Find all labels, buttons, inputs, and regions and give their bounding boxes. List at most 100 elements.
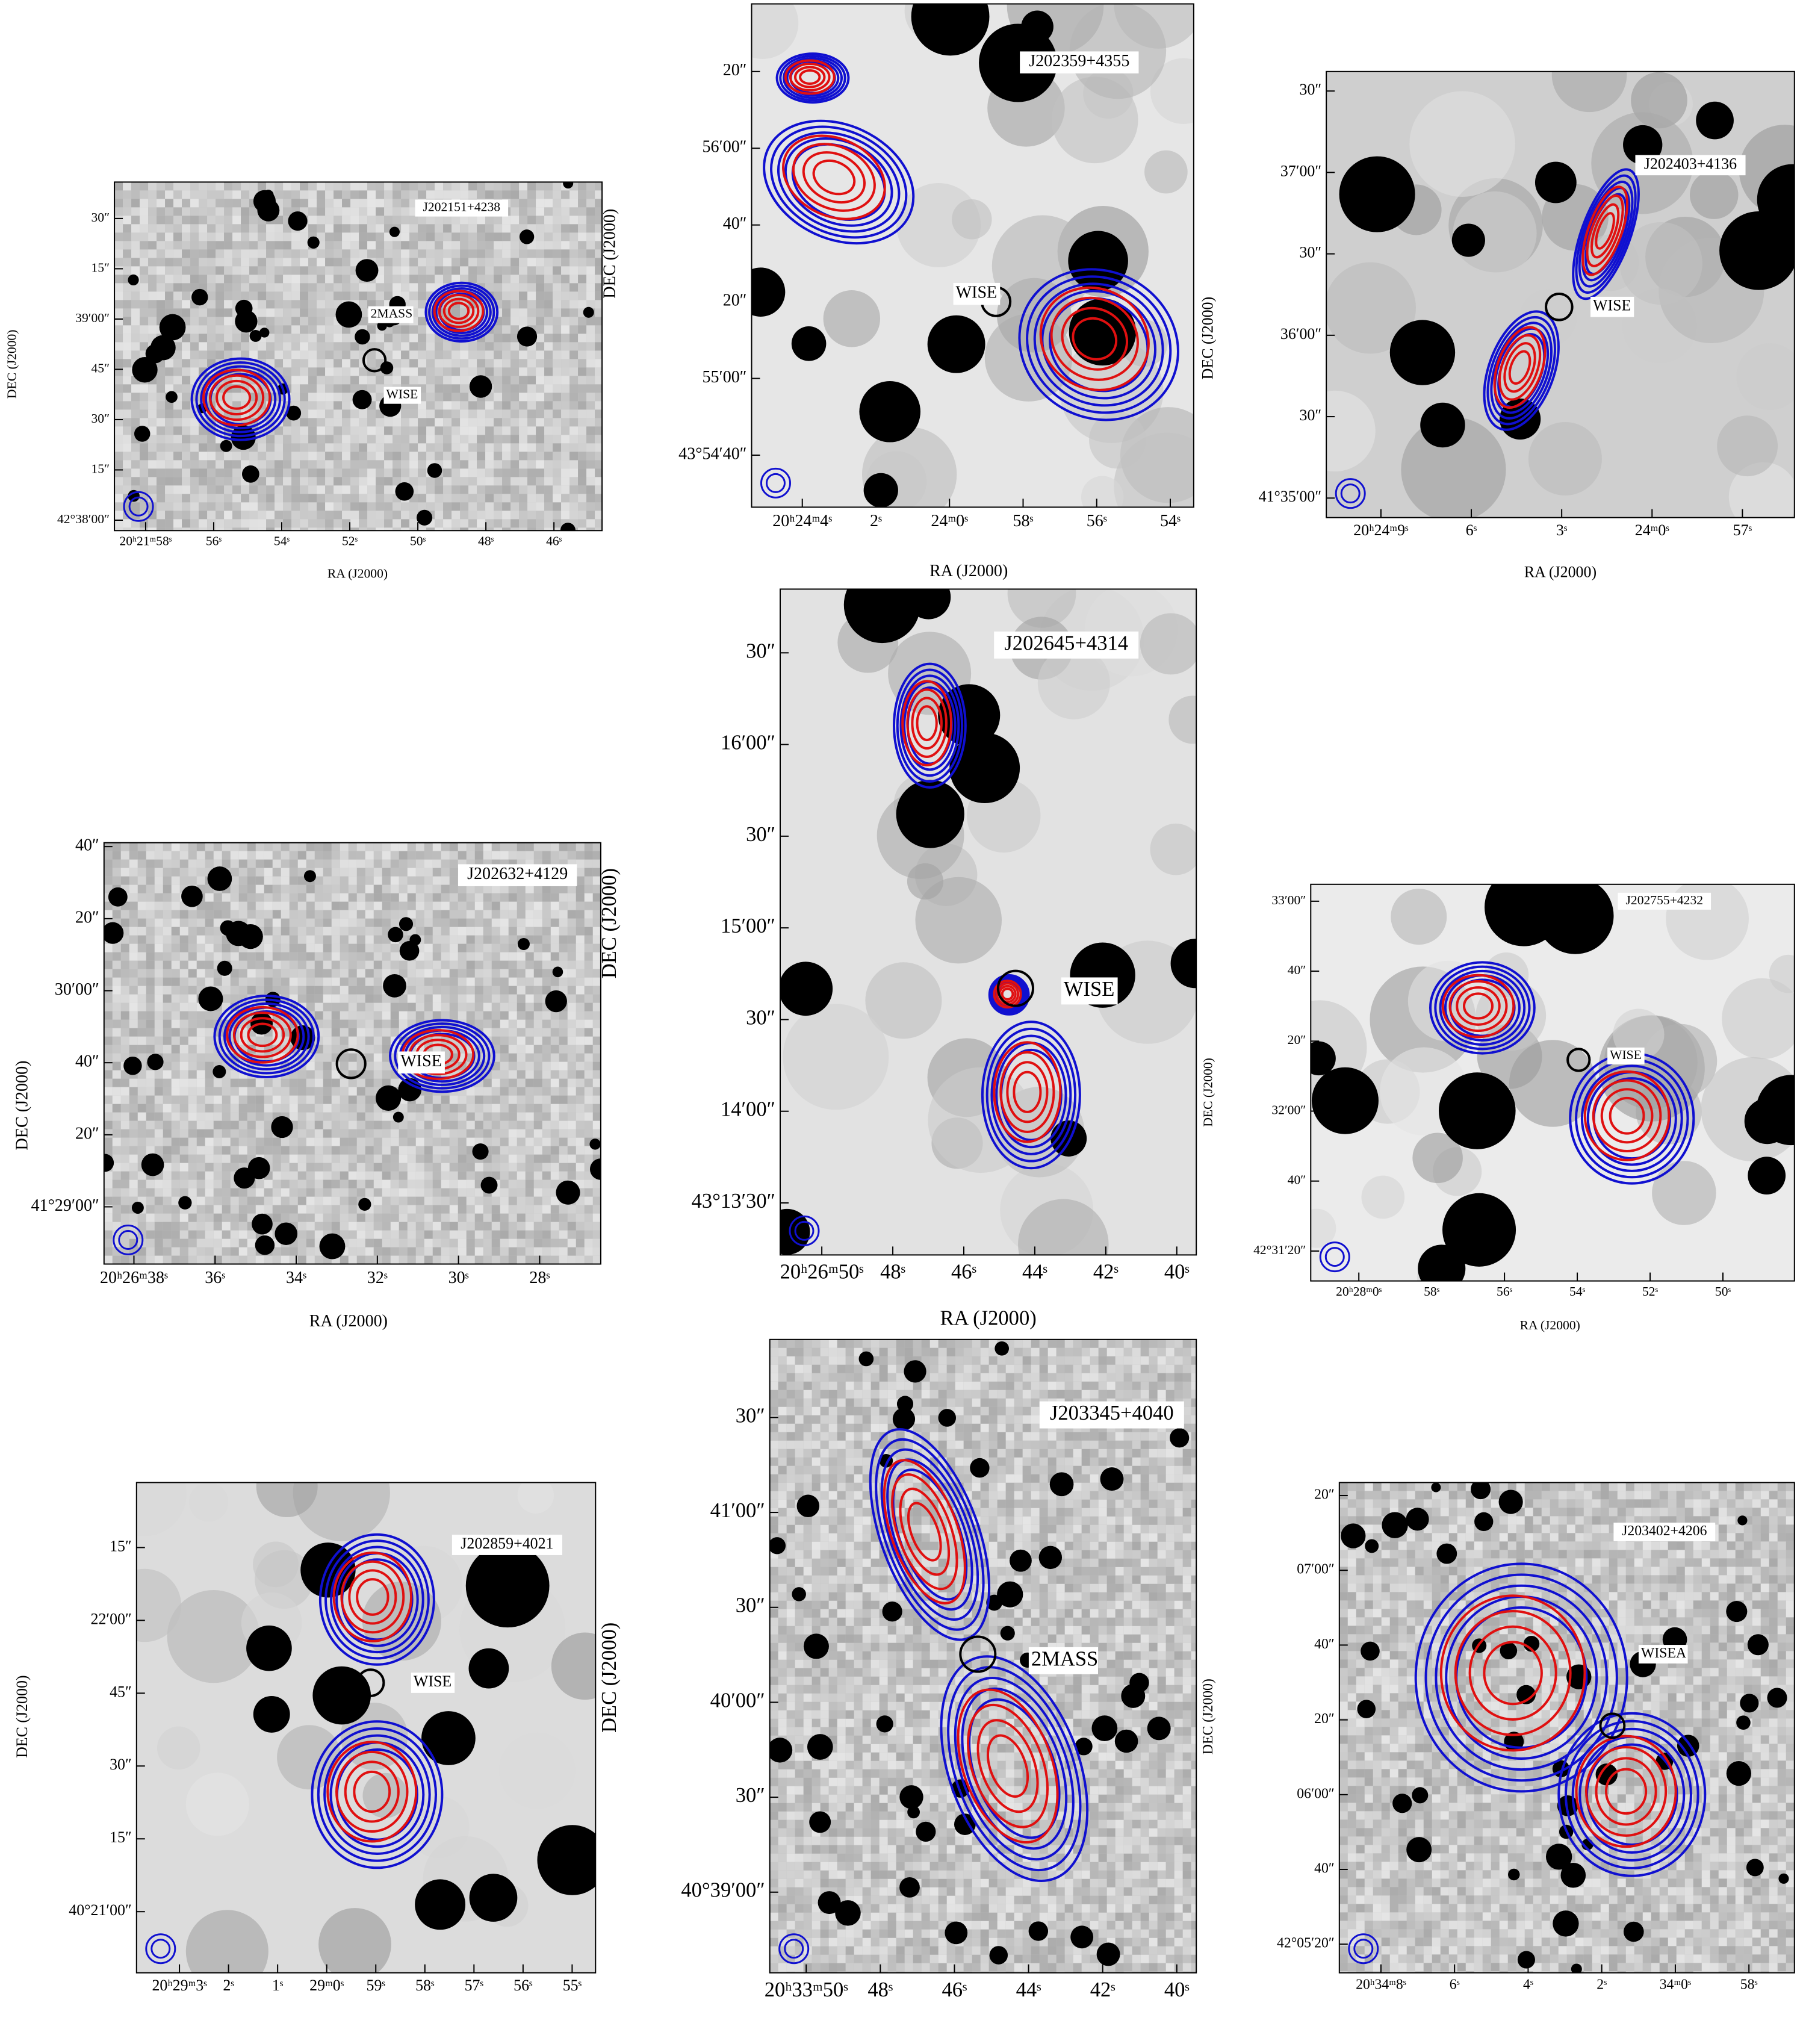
noise-pixel xyxy=(224,502,233,511)
y-axis-title: DEC (J2000) xyxy=(5,330,19,399)
noise-pixel xyxy=(297,969,306,978)
noise-pixel xyxy=(561,258,570,267)
noise-pixel xyxy=(536,216,545,225)
noise-pixel xyxy=(553,527,562,531)
noise-pixel xyxy=(458,977,467,986)
noise-pixel xyxy=(466,918,475,927)
noise-pixel xyxy=(230,1087,239,1096)
noise-pixel xyxy=(550,1129,559,1138)
noise-pixel xyxy=(334,435,343,444)
y-axis-title: DEC (J2000) xyxy=(1199,297,1217,379)
noise-pixel xyxy=(222,893,231,902)
noise-pixel xyxy=(146,1078,155,1087)
noise-pixel xyxy=(334,418,343,427)
noise-pixel xyxy=(561,275,570,284)
noise-pixel xyxy=(544,342,553,351)
noise-pixel xyxy=(224,190,233,199)
noise-pixel xyxy=(325,334,334,343)
noise-pixel xyxy=(114,241,123,250)
noise-pixel xyxy=(323,859,332,868)
noise-pixel xyxy=(283,258,292,267)
noise-pixel xyxy=(173,258,182,267)
noise-pixel xyxy=(266,485,275,494)
noise-pixel xyxy=(230,1112,239,1121)
noise-pixel xyxy=(342,527,351,531)
noise-pixel xyxy=(407,969,416,978)
noise-pixel xyxy=(559,1120,568,1129)
noise-pixel xyxy=(213,927,222,936)
noise-pixel xyxy=(340,1002,349,1011)
noise-pixel xyxy=(272,977,281,986)
noise-pixel xyxy=(542,927,551,936)
noise-pixel xyxy=(291,460,300,469)
noise-pixel xyxy=(154,977,163,986)
noise-pixel xyxy=(275,519,284,528)
noise-pixel xyxy=(264,859,273,868)
noise-pixel xyxy=(466,893,475,902)
noise-pixel xyxy=(578,468,587,477)
noise-pixel xyxy=(266,435,275,444)
noise-pixel xyxy=(165,275,174,284)
noise-pixel xyxy=(291,468,300,477)
noise-pixel xyxy=(131,232,140,241)
noise-pixel xyxy=(519,485,528,494)
noise-pixel xyxy=(308,485,317,494)
noise-pixel xyxy=(376,216,385,225)
noise-pixel xyxy=(120,1028,129,1037)
noise-pixel xyxy=(342,359,351,368)
noise-pixel xyxy=(222,851,231,860)
noise-pixel xyxy=(356,1019,365,1028)
noise-pixel xyxy=(148,190,157,199)
noise-pixel xyxy=(334,384,343,393)
star xyxy=(417,509,433,526)
noise-pixel xyxy=(291,367,300,376)
noise-pixel xyxy=(376,207,385,216)
noise-pixel xyxy=(483,935,492,944)
noise-pixel xyxy=(317,216,326,225)
noise-pixel xyxy=(300,308,309,317)
noise-pixel xyxy=(350,527,359,531)
noise-pixel xyxy=(592,868,601,877)
noise-pixel xyxy=(112,1163,121,1172)
noise-pixel xyxy=(348,1087,357,1096)
noise-pixel xyxy=(356,893,365,902)
noise-pixel xyxy=(238,1078,247,1087)
noise-pixel xyxy=(474,851,483,860)
noise-pixel xyxy=(165,443,174,452)
contour-red xyxy=(1581,185,1629,276)
noise-pixel xyxy=(586,511,595,520)
noise-pixel xyxy=(129,1028,138,1037)
noise-pixel xyxy=(576,977,585,986)
noise-pixel xyxy=(182,283,191,292)
x-axis-title: RA (J2000) xyxy=(929,562,1008,580)
noise-pixel xyxy=(550,1095,559,1104)
y-tick-label: 40″ xyxy=(723,214,747,233)
noise-pixel xyxy=(592,918,601,927)
noise-pixel xyxy=(561,426,570,435)
noise-pixel xyxy=(586,317,595,326)
noise-pixel xyxy=(340,952,349,961)
noise-pixel xyxy=(205,1061,214,1070)
x-tick-label: 48ˢ xyxy=(478,534,494,548)
noise-pixel xyxy=(114,224,123,233)
noise-pixel xyxy=(182,334,191,343)
noise-pixel xyxy=(401,418,410,427)
noise-pixel xyxy=(266,300,275,309)
noise-pixel xyxy=(137,1137,146,1146)
noise-pixel xyxy=(120,876,129,885)
noise-pixel xyxy=(584,1045,593,1054)
noise-pixel xyxy=(258,300,267,309)
noise-pixel xyxy=(517,1045,526,1054)
noise-pixel xyxy=(441,1137,450,1146)
noise-pixel xyxy=(544,325,553,334)
noise-pixel xyxy=(154,1002,163,1011)
noise-pixel xyxy=(283,367,292,376)
name-box xyxy=(1020,51,1139,73)
noise-pixel xyxy=(188,1045,197,1054)
noise-pixel xyxy=(230,1137,239,1146)
noise-pixel xyxy=(424,1120,433,1129)
noise-pixel xyxy=(418,325,427,334)
noise-pixel xyxy=(569,300,579,309)
noise-pixel xyxy=(334,519,343,528)
noise-pixel xyxy=(190,502,199,511)
